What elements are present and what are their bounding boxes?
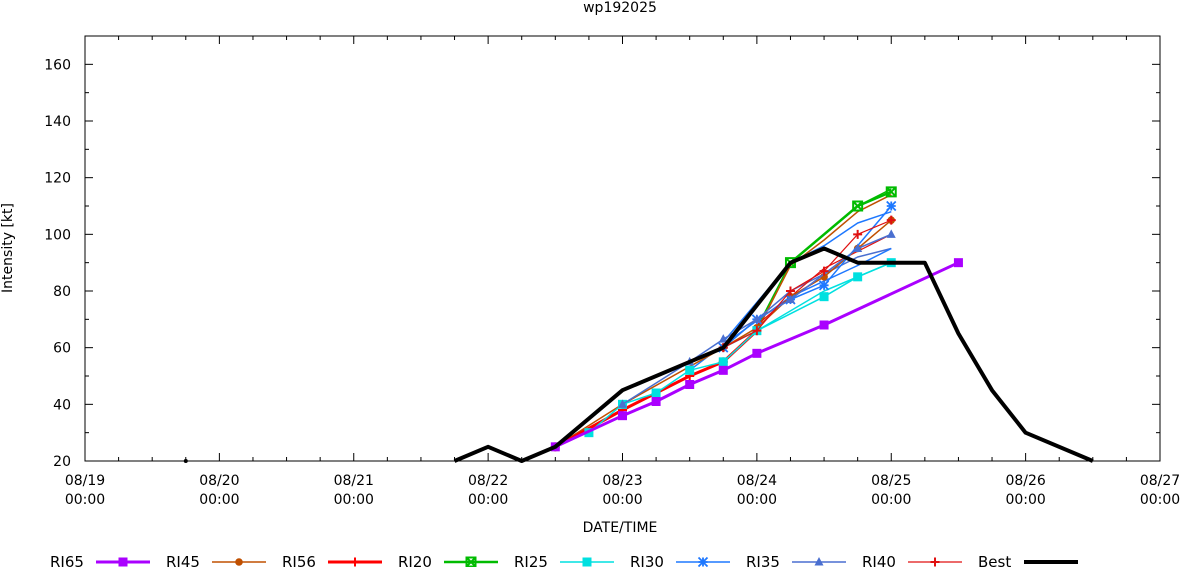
- legend-label-ri45: RI45: [166, 553, 200, 567]
- y-tick-label: 60: [53, 341, 71, 357]
- legend-item-ri65: RI65: [50, 553, 150, 567]
- legend-label-ri40: RI40: [862, 553, 896, 567]
- legend-marker-ri25: [582, 557, 592, 567]
- data-point-ri25: [819, 292, 829, 302]
- legend-marker-ri35: [814, 557, 824, 566]
- data-point-ri20: [885, 186, 897, 198]
- legend-marker-ri56: [350, 557, 360, 567]
- data-point-ri65: [953, 258, 963, 268]
- legend: RI65 RI45 RI56 RI20 RI25 RI30 RI35 RI40 Best: [50, 553, 1078, 567]
- y-tick-label: 160: [44, 57, 71, 73]
- x-tick-time: 00:00: [1005, 492, 1045, 508]
- data-point-ri35: [752, 314, 762, 323]
- data-point-ri35: [785, 294, 795, 303]
- legend-item-best: Best: [978, 553, 1078, 567]
- y-axis-label: Intensity [kt]: [0, 203, 16, 293]
- data-point-ri20: [852, 200, 864, 212]
- x-tick-time: 00:00: [871, 492, 911, 508]
- legend-label-best: Best: [978, 553, 1011, 567]
- x-tick-date: 08/22: [468, 473, 508, 489]
- data-point-ri65: [752, 348, 762, 358]
- legend-item-ri35: RI35: [746, 553, 846, 567]
- y-tick-label: 20: [53, 454, 71, 470]
- legend-item-ri45: RI45: [166, 553, 266, 567]
- x-tick-date: 08/23: [602, 473, 642, 489]
- x-tick-date: 08/24: [737, 473, 777, 489]
- data-point-ri35: [886, 229, 896, 238]
- legend-label-ri20: RI20: [398, 553, 432, 567]
- x-tick-time: 00:00: [199, 492, 239, 508]
- chart-title: wp192025: [583, 0, 657, 16]
- data-point-ri30: [886, 200, 897, 212]
- legend-label-ri35: RI35: [746, 553, 780, 567]
- x-tick-date: 08/25: [871, 473, 911, 489]
- data-point-ri40: [853, 229, 863, 239]
- legend-marker-ri45: [235, 558, 243, 566]
- series-line-ri40: [723, 219, 892, 349]
- series-lines: [183, 186, 1094, 463]
- series-line-ri30: [722, 205, 892, 349]
- x-tick-time: 00:00: [334, 492, 374, 508]
- data-point-ri30: [818, 280, 830, 291]
- data-point-ri40: [819, 266, 829, 276]
- x-tick-time: 00:00: [468, 492, 508, 508]
- data-point-ri35: [853, 243, 863, 252]
- legend-label-ri56: RI56: [282, 553, 316, 567]
- legend-marker-ri65: [118, 557, 128, 567]
- data-point-ri65: [651, 397, 661, 406]
- data-point-ri35: [618, 399, 627, 408]
- data-point-ri40: [752, 326, 762, 336]
- x-tick-time: 00:00: [602, 492, 642, 508]
- legend-item-ri40: RI40: [862, 553, 962, 567]
- y-tick-label: 80: [53, 284, 71, 300]
- legend-item-ri30: RI30: [630, 553, 730, 567]
- x-tick-date: 08/26: [1005, 473, 1045, 489]
- y-tick-label: 40: [53, 397, 71, 413]
- forecast-line: [756, 194, 892, 332]
- data-point-ri35: [718, 334, 728, 343]
- data-point-ri65: [819, 320, 829, 330]
- legend-marker-ri40: [930, 557, 940, 567]
- legend-label-ri25: RI25: [514, 553, 548, 567]
- data-point-ri25: [718, 357, 728, 367]
- x-tick-date: 08/27: [1140, 473, 1180, 489]
- x-tick-date: 08/21: [334, 473, 374, 489]
- legend-label-ri30: RI30: [630, 553, 664, 567]
- data-point-ri25: [651, 388, 661, 398]
- legend-item-ri25: RI25: [514, 553, 614, 567]
- x-tick-time: 00:00: [737, 492, 777, 508]
- y-axis: 20 40 60 80 100 120 140 160: [44, 57, 1160, 470]
- x-axis-label: DATE/TIME: [583, 520, 658, 536]
- legend-label-ri65: RI65: [50, 553, 84, 567]
- y-tick-label: 140: [44, 114, 71, 130]
- legend-item-ri56: RI56: [282, 553, 382, 567]
- data-point-ri25: [853, 272, 863, 282]
- x-tick-time: 00:00: [1140, 492, 1180, 508]
- x-tick-date: 08/19: [65, 473, 105, 489]
- series-line-ri65: [554, 261, 960, 449]
- y-tick-label: 120: [44, 171, 71, 187]
- data-point-ri40: [886, 215, 896, 225]
- x-axis: 08/19 00:00 08/20 00:00 08/21 00:00 08/22 00:00…: [65, 36, 1180, 508]
- data-point-ri65: [718, 365, 728, 375]
- data-point-ri65: [685, 380, 695, 389]
- stray-point: [183, 459, 188, 463]
- y-tick-label: 100: [44, 227, 71, 243]
- legend-marker-ri30: [697, 556, 709, 567]
- x-tick-date: 08/20: [199, 473, 239, 489]
- x-tick-time: 00:00: [65, 492, 105, 508]
- data-point-ri40: [785, 286, 795, 296]
- legend-item-ri20: RI20: [398, 553, 498, 567]
- data-point-ri65: [618, 411, 627, 421]
- data-point-ri25: [685, 365, 695, 375]
- series-line-best: [453, 246, 1094, 463]
